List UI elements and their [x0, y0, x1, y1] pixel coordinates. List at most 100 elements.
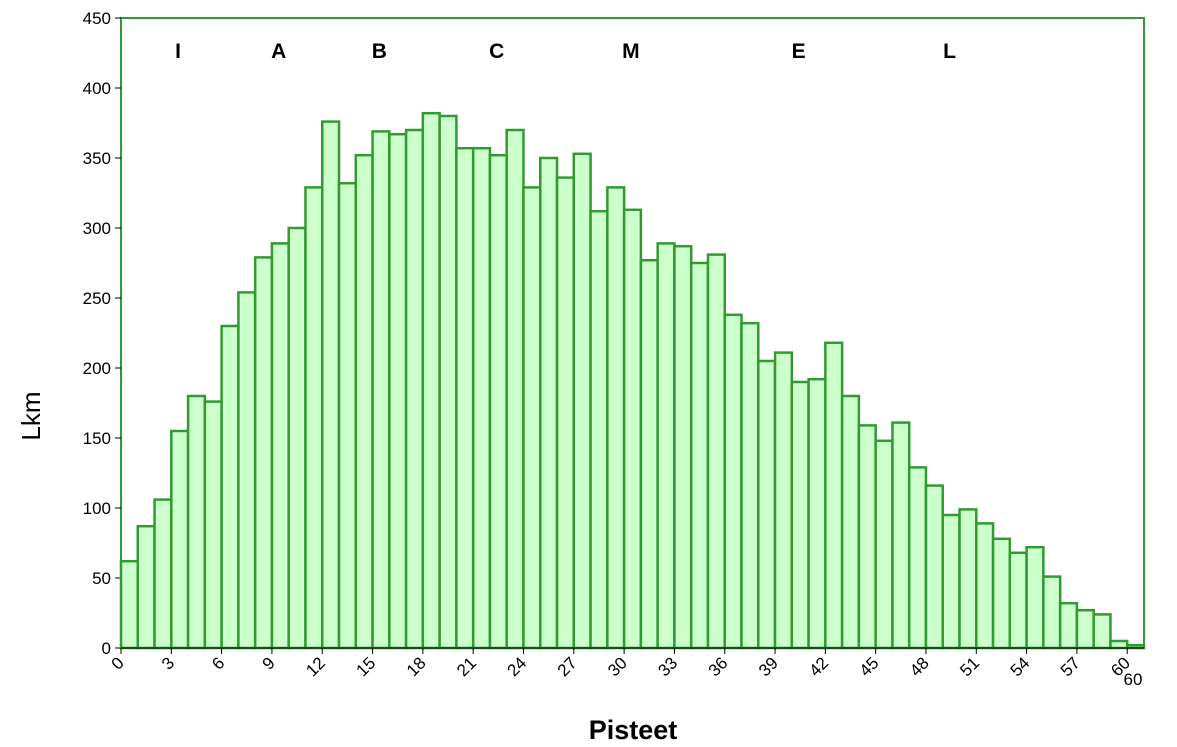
histogram-bar: [589, 209, 609, 650]
band-label: L: [943, 40, 956, 63]
histogram-bar: [220, 324, 240, 650]
y-tick-label: 100: [83, 499, 111, 518]
histogram-bar: [1008, 551, 1028, 650]
x-tick-label: 0: [108, 653, 128, 673]
band-label: B: [372, 40, 387, 63]
y-tick-label: 400: [83, 79, 111, 98]
histogram-bar: [857, 424, 877, 650]
histogram-bar: [572, 152, 592, 650]
histogram-bar: [1058, 601, 1079, 650]
band-label: E: [792, 40, 806, 63]
y-tick-label: 300: [83, 219, 111, 238]
histogram-bar: [907, 466, 928, 650]
y-tick-label: 50: [92, 569, 111, 588]
histogram-bar: [958, 508, 978, 650]
histogram-bar: [991, 537, 1012, 650]
y-tick-label: 250: [83, 289, 111, 308]
x-tick-label: 42: [805, 653, 832, 680]
y-tick-label: 150: [83, 429, 111, 448]
histogram-bar: [388, 132, 408, 650]
band-label: C: [489, 40, 504, 63]
y-tick-label: 200: [83, 359, 111, 378]
histogram-bar: [606, 186, 626, 650]
histogram-bar: [639, 258, 659, 650]
x-tick-label: 54: [1007, 653, 1034, 680]
histogram-bar: [673, 244, 693, 650]
histogram-bar: [421, 111, 441, 650]
histogram-bar: [371, 130, 391, 650]
histogram-bar: [438, 114, 458, 650]
histogram-bar: [689, 261, 710, 650]
x-axis-title: Pisteet: [589, 715, 678, 745]
x-tick-label: 51: [956, 653, 983, 680]
x-tick-label: 57: [1057, 653, 1084, 680]
x-tick-label: 45: [856, 653, 883, 680]
band-label: M: [622, 40, 640, 63]
histogram-bar: [404, 128, 425, 650]
histogram-bar: [1075, 608, 1095, 650]
x-tick-label: 33: [654, 653, 681, 680]
x-tick-label: 3: [158, 653, 178, 673]
histogram-bar: [622, 208, 643, 650]
band-label: I: [175, 40, 181, 63]
histogram-bar: [119, 559, 140, 650]
histogram-bar: [740, 321, 760, 650]
y-tick-label: 0: [102, 639, 111, 658]
x-tick-label: 21: [453, 653, 480, 680]
histogram-bar: [706, 253, 726, 650]
histogram-bar: [790, 380, 810, 650]
x-tick-label: 12: [302, 653, 329, 680]
x-tick-label: 6: [208, 653, 228, 673]
histogram-bar: [539, 156, 559, 650]
histogram-bar: [270, 242, 290, 650]
histogram-bar: [153, 498, 173, 650]
histogram-bar: [723, 313, 743, 650]
x-tick-label: 18: [403, 653, 430, 680]
histogram-bar: [237, 291, 257, 650]
x-tick-label: 36: [705, 653, 732, 680]
histogram-bar: [824, 341, 844, 650]
histogram-bar: [1109, 639, 1129, 650]
y-tick-label: 450: [83, 9, 111, 28]
histogram-bar: [186, 394, 207, 650]
histogram-bar: [773, 351, 794, 650]
y-axis-title: Lkm: [16, 391, 46, 440]
histogram-bar: [170, 429, 190, 650]
band-label: A: [271, 40, 286, 63]
x-tick-label: 30: [604, 653, 631, 680]
histogram-bar: [136, 524, 156, 650]
histogram-bar: [874, 439, 894, 650]
histogram-bar: [1042, 575, 1062, 650]
histogram-bar: [304, 186, 324, 650]
x-tick-label: 9: [259, 653, 279, 673]
histogram-bar: [807, 377, 827, 650]
histogram-bar: [488, 153, 508, 650]
histogram-bar: [287, 226, 307, 650]
histogram-bar: [555, 176, 576, 650]
x-tick-label: 24: [504, 653, 531, 680]
histogram-bar: [337, 181, 358, 650]
histogram-bar: [505, 128, 525, 650]
histogram-bar: [253, 256, 274, 650]
histogram-bar: [203, 400, 223, 650]
x-tick-label: 39: [755, 653, 782, 680]
histogram-bar: [1092, 613, 1112, 650]
histogram-bar: [975, 522, 995, 650]
y-tick-label: 350: [83, 149, 111, 168]
y-axis: 0 50 100 150 200 250 300 350 400 450: [83, 9, 122, 658]
histogram-bar: [840, 394, 861, 650]
histogram-bar: [924, 484, 945, 650]
x-tick-label: 27: [554, 653, 581, 680]
x-tick-label: 48: [906, 653, 933, 680]
histogram-bar: [941, 513, 961, 650]
histogram-bar: [354, 153, 374, 650]
x-tick-label: 60: [1124, 670, 1143, 689]
histogram-bar: [656, 242, 676, 650]
x-tick-label: 15: [353, 653, 380, 680]
histogram-bar: [757, 359, 777, 650]
histogram-bar: [522, 186, 542, 650]
histogram-bar: [891, 421, 911, 650]
